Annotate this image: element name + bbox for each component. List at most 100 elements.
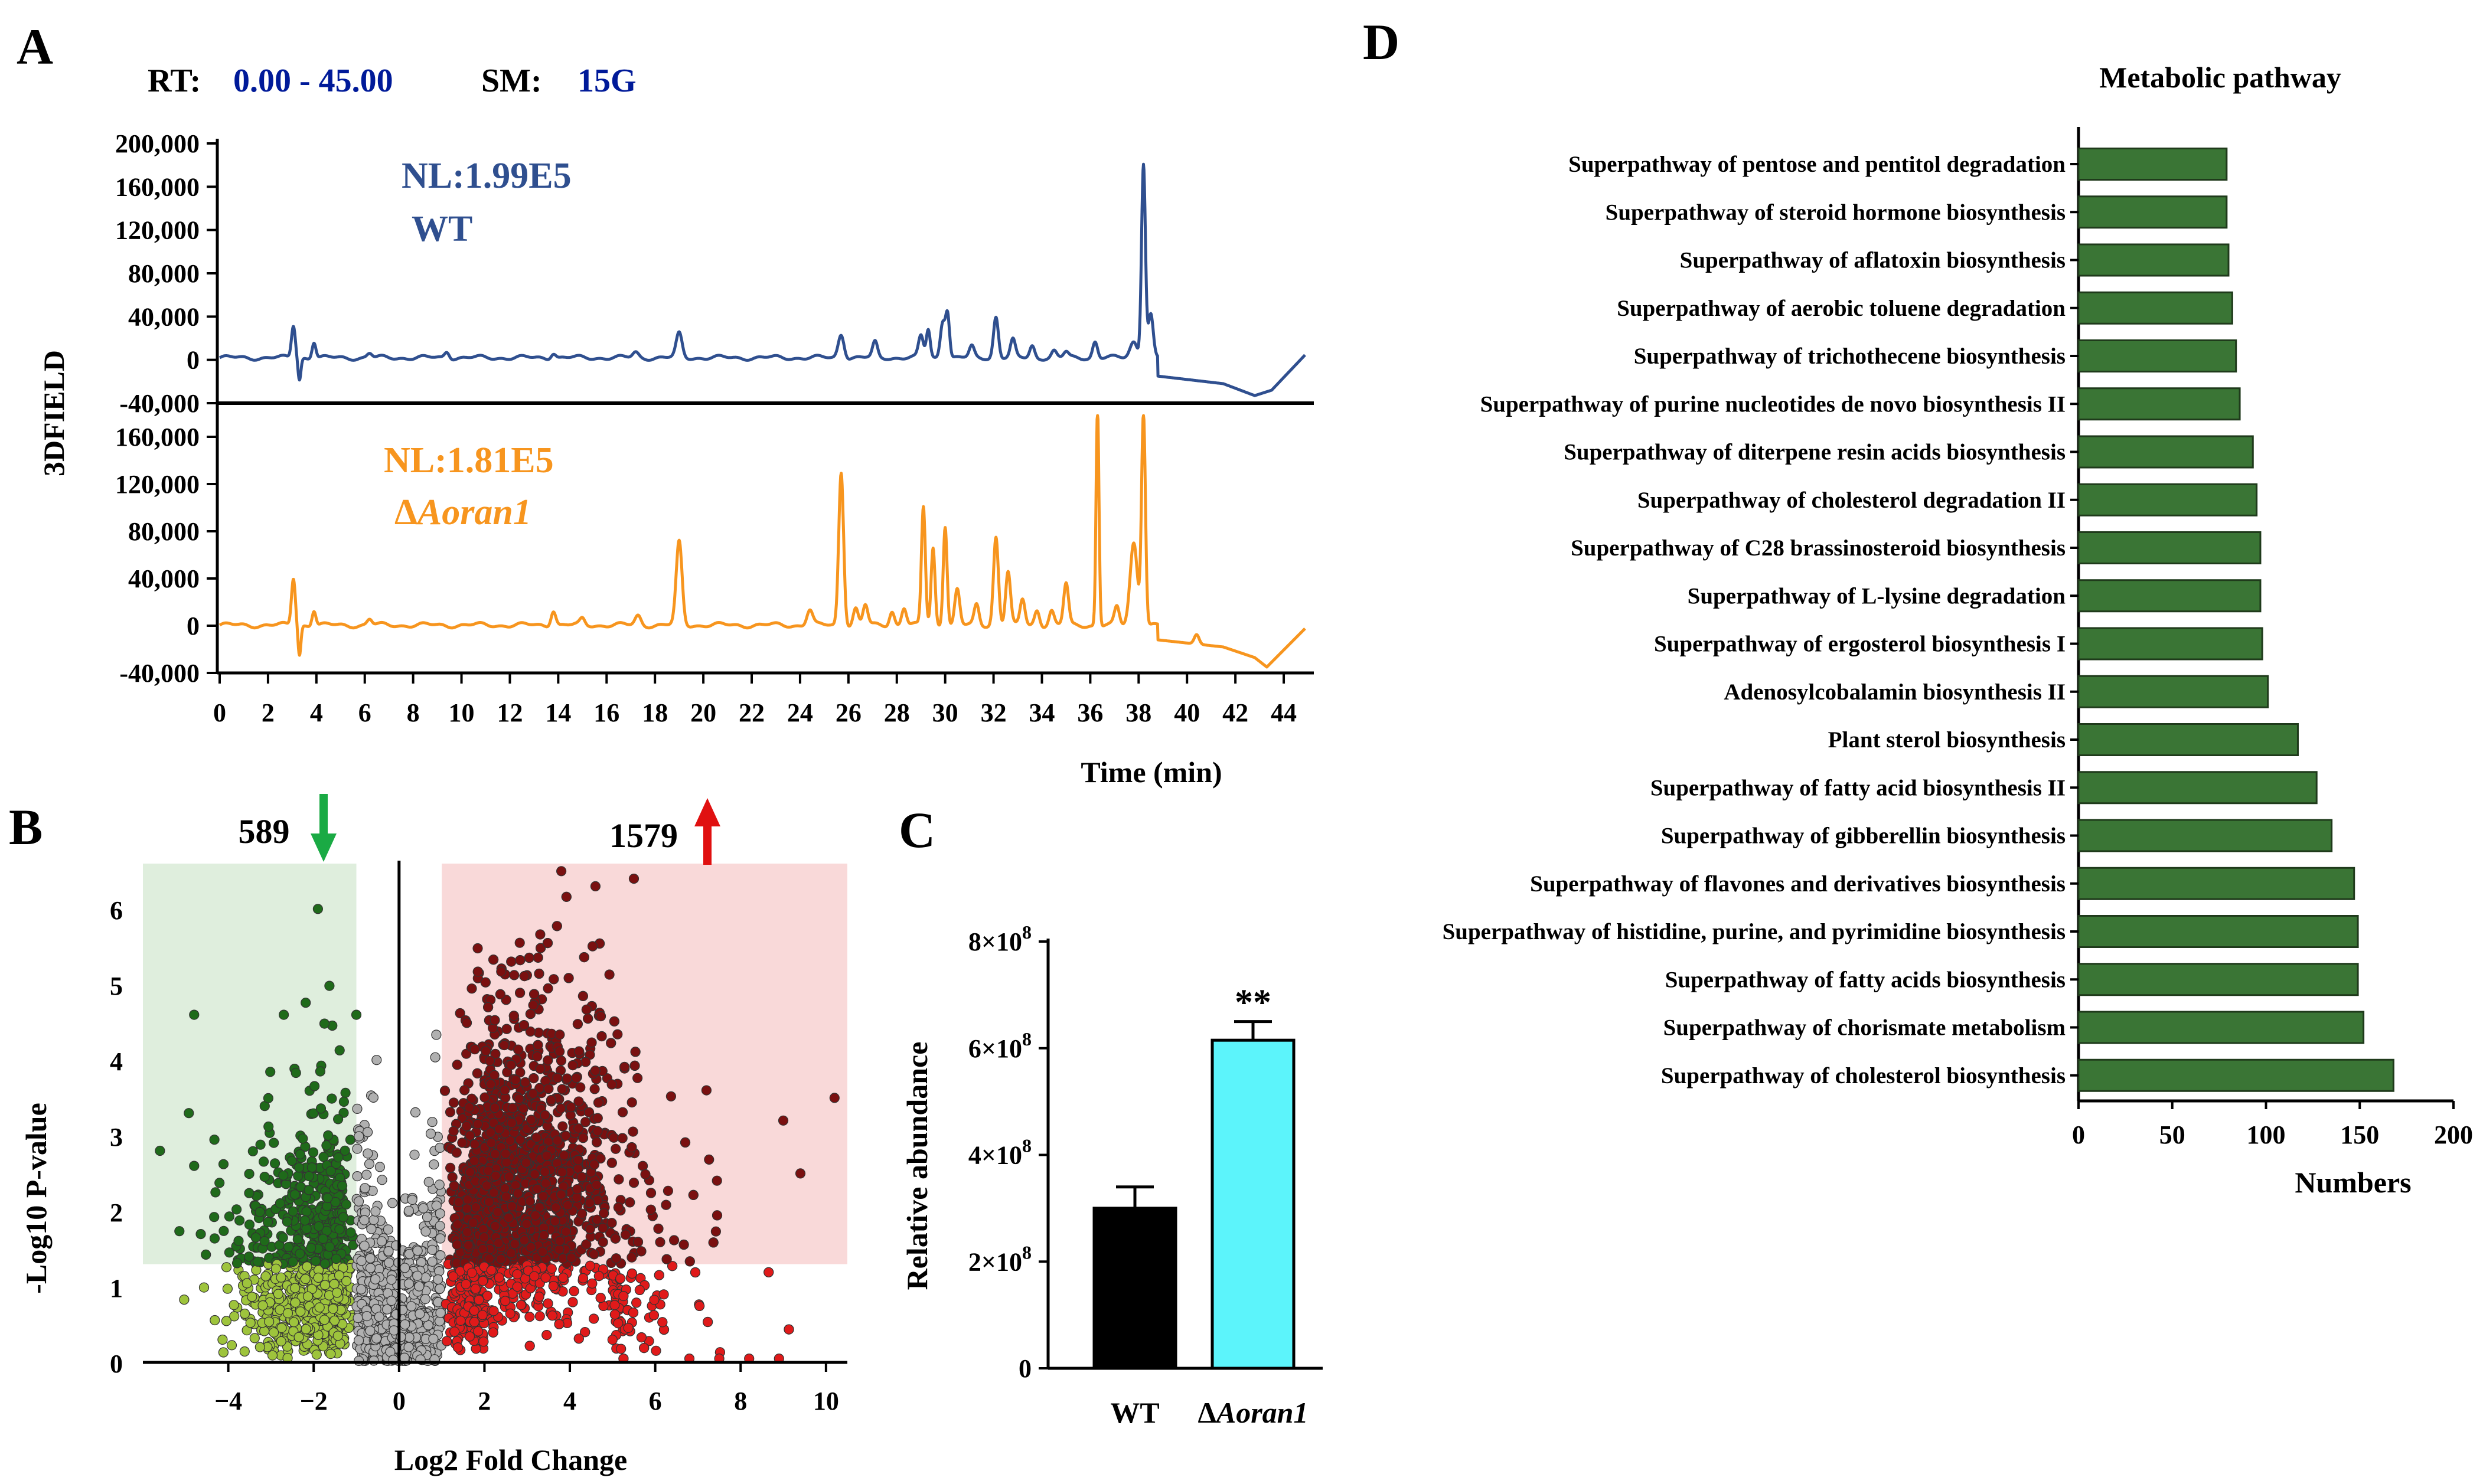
volcano-point bbox=[469, 1316, 480, 1328]
volcano-point bbox=[283, 1242, 294, 1253]
bar-y-tick-mantissa: 2×10 bbox=[968, 1247, 1022, 1276]
volcano-point bbox=[550, 1216, 560, 1227]
volcano-point bbox=[333, 1152, 344, 1163]
volcano-x-tick-label: 0 bbox=[393, 1387, 406, 1416]
volcano-point bbox=[233, 1235, 244, 1246]
volcano-point bbox=[301, 1324, 311, 1335]
volcano-point bbox=[561, 891, 572, 902]
volcano-point bbox=[560, 1226, 572, 1237]
chromatogram-x-tick-label: 24 bbox=[787, 698, 813, 727]
volcano-point bbox=[469, 1139, 480, 1149]
volcano-point bbox=[531, 1132, 542, 1143]
chromatogram-x-ticks: 0 2 4 6 8 10 12 14 16 18 20 22 24 26 28 30 32 34 36 38 40 42 4… bbox=[213, 673, 1297, 727]
volcano-point bbox=[324, 1241, 335, 1252]
volcano-point bbox=[334, 1224, 345, 1235]
volcano-point bbox=[464, 1331, 475, 1342]
volcano-point bbox=[445, 1107, 456, 1117]
volcano-point bbox=[580, 1117, 591, 1127]
volcano-point bbox=[514, 988, 526, 998]
volcano-point bbox=[593, 1271, 605, 1282]
volcano-point bbox=[690, 1267, 701, 1278]
volcano-point bbox=[434, 1316, 445, 1326]
volcano-point bbox=[299, 1215, 311, 1226]
volcano-point bbox=[524, 1312, 535, 1322]
volcano-point bbox=[412, 1246, 423, 1256]
bar-label-mutant: ΔAoran1 bbox=[1198, 1396, 1309, 1429]
volcano-point bbox=[631, 1297, 642, 1308]
volcano-point bbox=[572, 1184, 583, 1195]
pathway-x-tick-label: 50 bbox=[2159, 1120, 2185, 1149]
volcano-point bbox=[255, 1342, 265, 1352]
volcano-point bbox=[585, 1224, 595, 1234]
volcano-point bbox=[325, 1349, 336, 1359]
volcano-point bbox=[784, 1324, 794, 1335]
volcano-point bbox=[585, 1260, 596, 1271]
volcano-point bbox=[557, 1084, 567, 1094]
volcano-point bbox=[563, 973, 574, 983]
volcano-point bbox=[338, 1212, 349, 1222]
volcano-point bbox=[312, 904, 324, 914]
volcano-point bbox=[558, 1272, 569, 1283]
volcano-point bbox=[293, 1332, 304, 1342]
volcano-point bbox=[381, 1304, 393, 1315]
volcano-point bbox=[571, 1073, 582, 1083]
volcano-point bbox=[376, 1236, 387, 1247]
volcano-point bbox=[472, 1119, 483, 1130]
volcano-point bbox=[295, 1149, 305, 1160]
volcano-point bbox=[505, 1060, 517, 1070]
volcano-point bbox=[637, 1161, 648, 1171]
volcano-point bbox=[222, 1283, 233, 1294]
bar-y-tick-mantissa: 4×10 bbox=[968, 1141, 1022, 1170]
volcano-point bbox=[581, 1004, 592, 1015]
volcano-point bbox=[412, 1270, 423, 1281]
bar-delta-symbol: Δ bbox=[1198, 1396, 1216, 1429]
volcano-point bbox=[611, 1143, 621, 1154]
volcano-point bbox=[489, 1070, 500, 1081]
volcano-point bbox=[512, 1282, 523, 1292]
volcano-point bbox=[365, 1263, 376, 1273]
wt-nl-label: NL:1.99E5 bbox=[402, 156, 572, 196]
volcano-point bbox=[345, 1227, 356, 1238]
chromatogram-y-tick-label: 120,000 bbox=[115, 470, 200, 499]
bar-marks: ** bbox=[1092, 983, 1296, 1370]
volcano-point bbox=[463, 1240, 474, 1251]
volcano-y-tick-label: 0 bbox=[110, 1349, 123, 1378]
volcano-point bbox=[481, 1180, 492, 1191]
chromatogram-y-label: 3DFIELD bbox=[37, 350, 70, 476]
volcano-point bbox=[627, 1252, 637, 1263]
volcano-point bbox=[632, 1073, 643, 1083]
volcano-point bbox=[435, 1250, 446, 1261]
volcano-point bbox=[442, 1336, 452, 1346]
volcano-point bbox=[249, 1333, 260, 1344]
volcano-point bbox=[386, 1296, 397, 1306]
volcano-point bbox=[457, 1137, 468, 1148]
volcano-point bbox=[374, 1162, 386, 1172]
volcano-points bbox=[155, 866, 840, 1366]
volcano-point bbox=[528, 1089, 539, 1099]
volcano-point bbox=[485, 1078, 496, 1090]
pathway-x-tick-label: 150 bbox=[2340, 1120, 2379, 1149]
volcano-point bbox=[634, 1284, 645, 1295]
volcano-point bbox=[596, 1031, 607, 1042]
volcano-point bbox=[361, 1169, 372, 1180]
volcano-point bbox=[701, 1085, 712, 1096]
volcano-point bbox=[549, 974, 559, 985]
pathway-label: Superpathway of chorismate metabolism bbox=[1663, 1015, 2066, 1041]
volcano-point bbox=[464, 1102, 475, 1113]
volcano-point bbox=[338, 1096, 350, 1107]
volcano-point bbox=[461, 1018, 472, 1028]
volcano-point bbox=[244, 1168, 255, 1179]
volcano-point bbox=[435, 1308, 446, 1318]
volcano-point bbox=[518, 1019, 530, 1031]
pathway-label: Adenosylcobalamin biosynthesis II bbox=[1724, 679, 2066, 705]
volcano-point bbox=[292, 1234, 303, 1245]
volcano-point bbox=[610, 1233, 621, 1244]
volcano-point bbox=[265, 1067, 276, 1077]
pathway-bar bbox=[2077, 819, 2333, 852]
volcano-y-label: -Log10 P-value bbox=[19, 1103, 53, 1294]
volcano-point bbox=[198, 1282, 210, 1293]
volcano-point bbox=[332, 1114, 344, 1125]
volcano-point bbox=[365, 1253, 376, 1264]
volcano-point bbox=[645, 1188, 657, 1198]
volcano-point bbox=[452, 1239, 462, 1250]
